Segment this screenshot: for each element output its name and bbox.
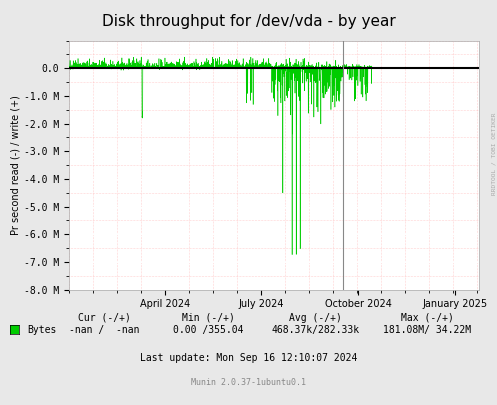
Y-axis label: Pr second read (-) / write (+): Pr second read (-) / write (+): [11, 95, 21, 235]
Text: 468.37k/282.33k: 468.37k/282.33k: [271, 325, 360, 335]
Text: 181.08M/ 34.22M: 181.08M/ 34.22M: [383, 325, 472, 335]
Text: RRDTOOL / TOBI OETIKER: RRDTOOL / TOBI OETIKER: [491, 113, 496, 195]
Text: Bytes: Bytes: [27, 325, 57, 335]
Text: Max (-/+): Max (-/+): [401, 313, 454, 323]
Text: Munin 2.0.37-1ubuntu0.1: Munin 2.0.37-1ubuntu0.1: [191, 378, 306, 387]
Text: 0.00 /355.04: 0.00 /355.04: [173, 325, 244, 335]
Text: Avg (-/+): Avg (-/+): [289, 313, 342, 323]
Text: Cur (-/+): Cur (-/+): [78, 313, 131, 323]
Text: Disk throughput for /dev/vda - by year: Disk throughput for /dev/vda - by year: [101, 14, 396, 29]
Text: Last update: Mon Sep 16 12:10:07 2024: Last update: Mon Sep 16 12:10:07 2024: [140, 354, 357, 363]
Text: -nan /  -nan: -nan / -nan: [69, 325, 140, 335]
Text: Min (-/+): Min (-/+): [182, 313, 235, 323]
